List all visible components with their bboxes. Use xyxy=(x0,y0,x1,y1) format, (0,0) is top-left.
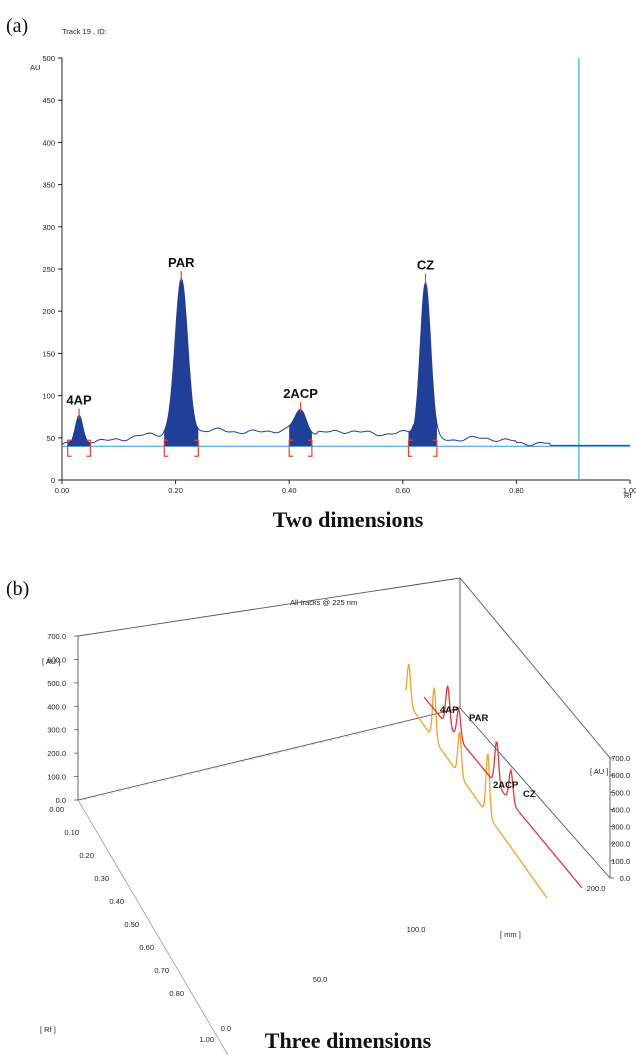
x-axis-label: Rf xyxy=(624,491,632,500)
au-tick-label-left: 100.0 xyxy=(47,773,66,782)
y-tick-label: 100 xyxy=(42,392,55,401)
au-tick-label-right: 100.0 xyxy=(611,857,630,866)
y-axis-label-3d: [ Rf ] xyxy=(40,1025,56,1034)
plot-3d: [ AU ] [ AU ] [ mm ] [ Rf ] 0.0 100.0 200.… xyxy=(40,577,630,1055)
integration-bracket xyxy=(307,439,313,457)
rf-tick-label: 0.50 xyxy=(124,920,139,929)
x-tick-label: 0.60 xyxy=(395,486,410,495)
au-tick-label-left: 200.0 xyxy=(47,749,66,758)
plot-2d: AU Rf 0 50 100 150 200 250 300 350 400 450 500 0.00… xyxy=(30,54,636,500)
y-tick-label: 0 xyxy=(51,476,55,485)
integration-bracket xyxy=(194,439,199,457)
y-tick-label: 450 xyxy=(42,96,55,105)
densitogram-trace xyxy=(61,277,630,447)
panel-a-header: Track 19 , ID: xyxy=(62,27,107,36)
integration-bracket xyxy=(86,439,91,457)
y-tick-label: 300 xyxy=(42,223,55,232)
rf-tick-label: 0.40 xyxy=(109,897,124,906)
z-axis-label-right: [ AU ] xyxy=(590,767,608,776)
x-tick-label: 0.40 xyxy=(282,486,297,495)
floor-baseline xyxy=(83,722,405,801)
peak-area-cz xyxy=(408,282,437,447)
au-tick-label-right: 700.0 xyxy=(611,754,630,763)
rf-tick-label: 0.80 xyxy=(169,989,184,998)
rf-tick-label: 0.70 xyxy=(154,966,169,975)
rf-tick-label: 1.00 xyxy=(199,1035,214,1044)
peak-label-3d-2acp: 2ACP xyxy=(493,780,519,791)
rf-tick-label: 0.60 xyxy=(139,943,154,952)
au-tick-label-left: 0.0 xyxy=(56,796,66,805)
z-axis-label-left: [ AU ] xyxy=(42,657,60,666)
x-tick-label: 0.20 xyxy=(168,486,183,495)
integration-bracket xyxy=(432,439,438,457)
x-tick-label: 1.00 xyxy=(623,486,636,495)
3d-trace-red xyxy=(423,685,583,889)
peak-label-cz: CZ xyxy=(417,258,434,273)
y-tick-label: 50 xyxy=(47,434,55,443)
y-tick-label: 150 xyxy=(42,349,55,358)
y-axis-label: AU xyxy=(30,63,40,72)
y-tick-label: 200 xyxy=(42,307,55,316)
au-tick-label-right: 500.0 xyxy=(611,788,630,797)
rf-tick-label: 0.00 xyxy=(49,805,64,814)
mm-tick-label: 50.0 xyxy=(313,975,328,984)
au-tick-label-right: 600.0 xyxy=(611,771,630,780)
x-tick-label: 0.00 xyxy=(55,486,70,495)
x-tick-label: 0.80 xyxy=(509,486,524,495)
peak-label-par: PAR xyxy=(168,255,195,270)
au-tick-label-right: 300.0 xyxy=(611,823,630,832)
panel-b-header: All tracks @ 225 nm xyxy=(290,598,357,607)
caption-two-dimensions: Two dimensions xyxy=(273,507,424,532)
peak-area-par xyxy=(164,278,199,447)
peak-label-3d-cz: CZ xyxy=(523,789,536,800)
peak-area-2acp xyxy=(289,409,312,447)
integration-bracket xyxy=(163,439,169,457)
au-tick-label-right: 400.0 xyxy=(611,805,630,814)
integration-bracket xyxy=(288,439,294,457)
peak-label-2acp: 2ACP xyxy=(283,386,318,401)
box-edge-floor-back xyxy=(77,707,461,801)
x-axis-label-3d: [ mm ] xyxy=(500,930,521,939)
panel-a-tag: (a) xyxy=(6,15,28,37)
au-tick-label-left: 600.0 xyxy=(47,655,66,664)
au-tick-label-right: 0.0 xyxy=(620,874,630,883)
3d-trace-orange xyxy=(405,663,548,899)
y-tick-label: 250 xyxy=(42,265,55,274)
rf-tick-label: 0.10 xyxy=(64,828,79,837)
rf-tick-label: 0.30 xyxy=(94,874,109,883)
au-tick-label-right: 200.0 xyxy=(611,840,630,849)
rf-tick-label: 0.20 xyxy=(79,851,94,860)
au-tick-label-left: 300.0 xyxy=(47,726,66,735)
caption-three-dimensions: Three dimensions xyxy=(265,1028,432,1053)
box-edge-floor-left xyxy=(77,799,229,1055)
au-tick-label-left: 500.0 xyxy=(47,679,66,688)
y-tick-label: 400 xyxy=(42,138,55,147)
peak-label-4ap: 4AP xyxy=(66,393,92,408)
integration-bracket xyxy=(407,439,413,457)
mm-tick-label: 0.0 xyxy=(221,1024,231,1033)
integration-bracket xyxy=(67,439,72,457)
box-edge-top-back xyxy=(77,577,461,637)
mm-tick-label: 200.0 xyxy=(587,884,606,893)
box-edge-top-right xyxy=(459,577,611,759)
panel-b-tag: (b) xyxy=(6,578,29,600)
y-tick-label: 500 xyxy=(42,54,55,63)
au-tick-label-left: 700.0 xyxy=(47,632,66,641)
mm-tick-label: 100.0 xyxy=(407,925,426,934)
peak-label-3d-par: PAR xyxy=(469,713,488,724)
box-edge-floor-right xyxy=(459,707,611,879)
y-tick-label: 350 xyxy=(42,181,55,190)
au-tick-label-left: 400.0 xyxy=(47,702,66,711)
peak-area-4ap xyxy=(67,415,91,447)
peak-label-3d-4ap: 4AP xyxy=(440,705,459,716)
